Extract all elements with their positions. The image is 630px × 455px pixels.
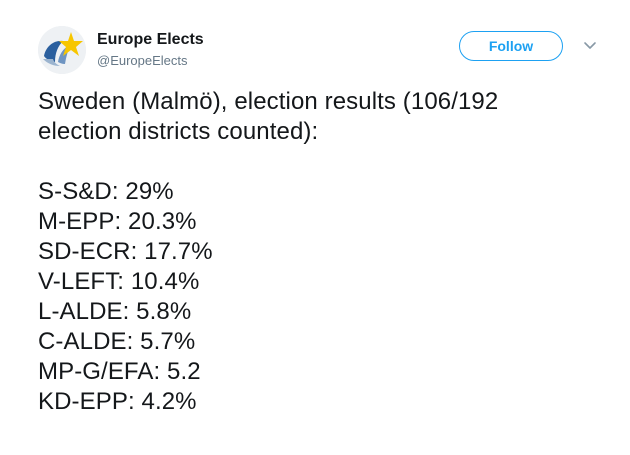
- tweet-text: Sweden (Malmö), election results (106/19…: [38, 87, 608, 417]
- result-item: MP-G/EFA: 5.2: [38, 358, 201, 385]
- display-name[interactable]: Europe Elects: [97, 31, 204, 48]
- tweet-intro-line: election districts counted):: [38, 118, 319, 145]
- result-item: L-ALDE: 5.8%: [38, 298, 192, 325]
- tweet-intro-line: Sweden (Malmö), election results (106/19…: [38, 88, 499, 115]
- user-info: Europe Elects @EuropeElects: [97, 30, 204, 70]
- result-item: SD-ECR: 17.7%: [38, 238, 213, 265]
- result-item: C-ALDE: 5.7%: [38, 328, 196, 355]
- more-options-button[interactable]: [583, 40, 597, 52]
- tweet-header: Europe Elects @EuropeElects Follow: [38, 26, 608, 76]
- chevron-down-icon: [584, 42, 596, 49]
- avatar[interactable]: [38, 26, 86, 74]
- result-item: V-LEFT: 10.4%: [38, 268, 200, 295]
- result-item: S-S&D: 29%: [38, 178, 174, 205]
- europe-elects-logo-icon: [38, 26, 86, 74]
- follow-button[interactable]: Follow: [459, 31, 563, 61]
- blank-line: [38, 147, 608, 177]
- result-item: KD-EPP: 4.2%: [38, 388, 197, 415]
- results-list: S-S&D: 29% M-EPP: 20.3% SD-ECR: 17.7% V-…: [38, 177, 608, 417]
- result-item: M-EPP: 20.3%: [38, 208, 197, 235]
- user-handle[interactable]: @EuropeElects: [97, 53, 188, 68]
